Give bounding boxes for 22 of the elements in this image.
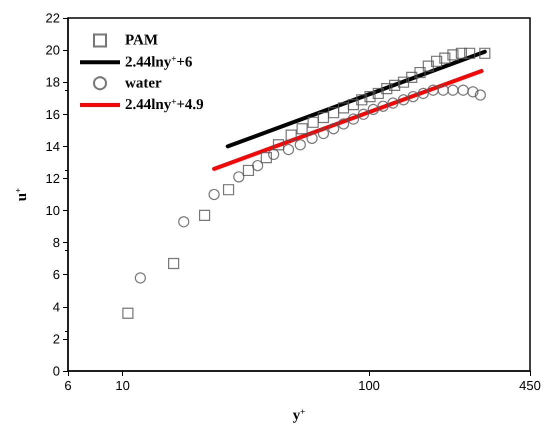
y-tick-label: 4 [52, 299, 60, 314]
y-tick-label: 8 [52, 235, 60, 250]
y-tick-label: 6 [52, 267, 60, 282]
y-tick-label: 18 [46, 74, 60, 90]
y-tick-label: 20 [46, 42, 60, 58]
x-tick-label: 450 [519, 378, 541, 393]
y-tick-label: 12 [46, 170, 60, 186]
y-tick-label: 16 [46, 106, 60, 122]
y-tick-label: 14 [46, 138, 60, 154]
legend-label: PAM [125, 32, 158, 48]
y-tick-label: 0 [52, 364, 60, 378]
y-tick-label: 10 [46, 203, 60, 218]
x-tick-label: 100 [358, 378, 380, 393]
y-tick-label: 22 [46, 10, 60, 26]
x-tick-label: 6 [64, 378, 72, 393]
y-axis-title: u+ [13, 188, 30, 202]
legend-label: 2.44lny++4.9 [125, 96, 204, 113]
legend-label: water [125, 75, 162, 92]
y-tick-label: 2 [52, 331, 60, 346]
legend-label: 2.44lny++6 [125, 54, 193, 70]
x-axis-title: y+ [292, 406, 306, 424]
x-tick-label: 10 [115, 378, 130, 393]
